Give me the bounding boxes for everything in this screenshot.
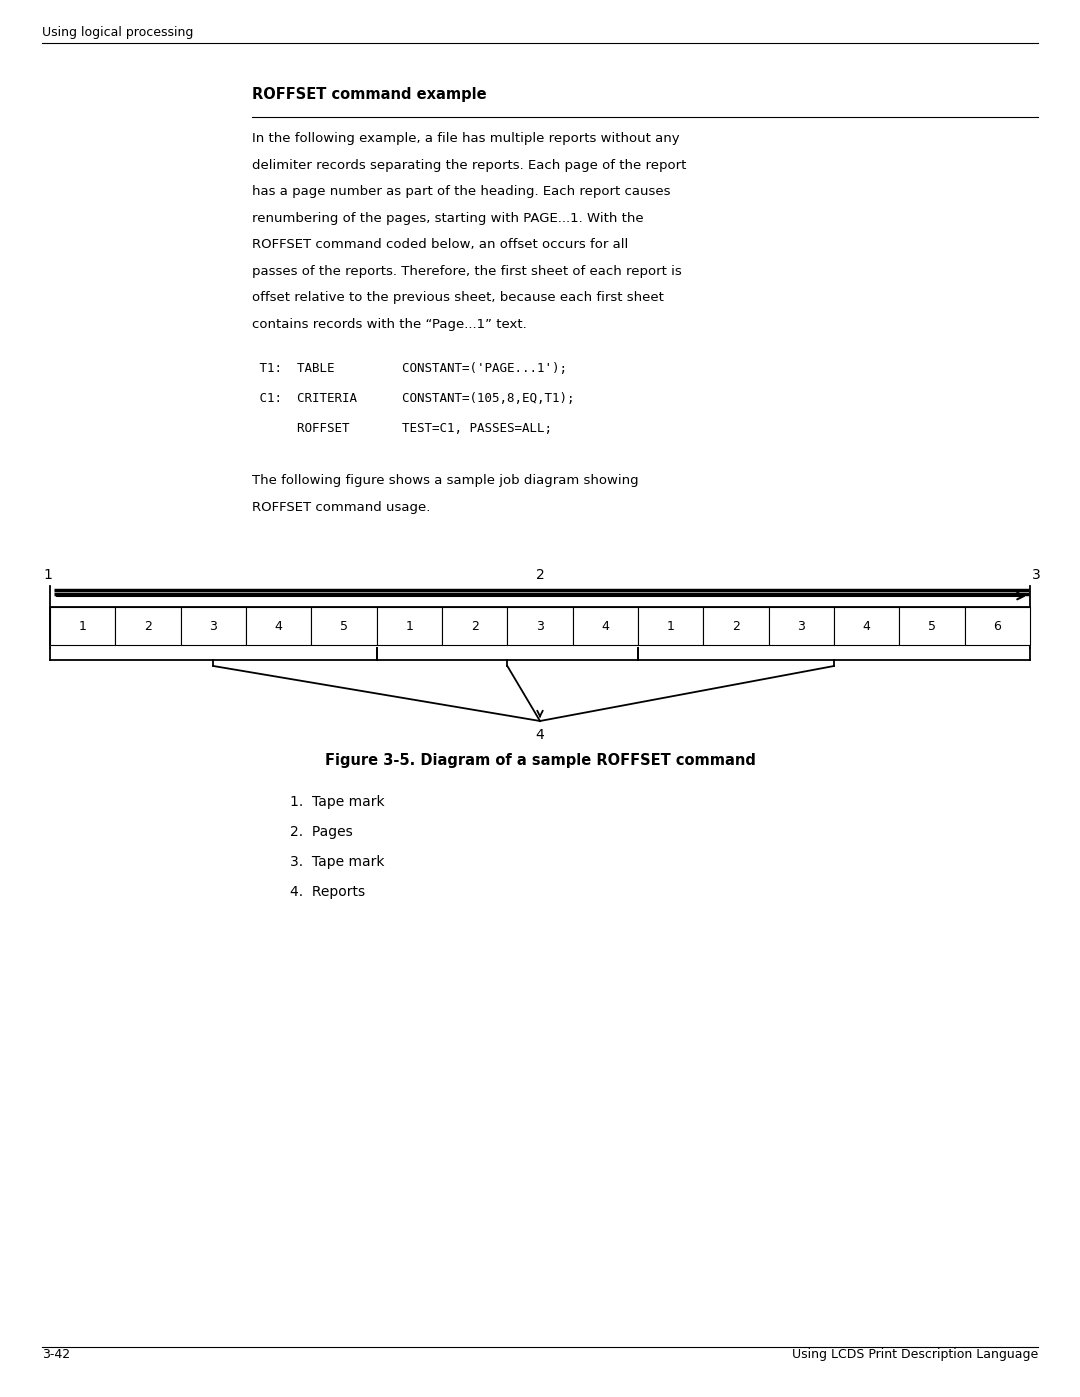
Bar [769,608,834,645]
Bar [246,608,311,645]
Text: Using LCDS Print Description Language: Using LCDS Print Description Language [792,1348,1038,1361]
Text: 3: 3 [797,619,806,633]
Bar [50,608,1030,645]
Text: Figure 3-5. Diagram of a sample ROFFSET command: Figure 3-5. Diagram of a sample ROFFSET … [325,753,755,768]
Bar [116,608,180,645]
Text: 2: 2 [144,619,152,633]
Text: 1: 1 [405,619,414,633]
Text: 4: 4 [274,619,283,633]
Text: C1:  CRITERIA      CONSTANT=(105,8,EQ,T1);: C1: CRITERIA CONSTANT=(105,8,EQ,T1); [252,393,575,405]
Text: 4.  Reports: 4. Reports [291,886,365,900]
Bar [834,608,900,645]
Text: ROFFSET       TEST=C1, PASSES=ALL;: ROFFSET TEST=C1, PASSES=ALL; [252,422,552,434]
Bar [377,608,442,645]
Text: In the following example, a file has multiple reports without any: In the following example, a file has mul… [252,131,679,145]
Bar [703,608,769,645]
Bar [50,608,116,645]
Text: contains records with the “Page...1” text.: contains records with the “Page...1” tex… [252,317,527,331]
Bar [572,608,638,645]
Text: renumbering of the pages, starting with PAGE...1. With the: renumbering of the pages, starting with … [252,211,644,225]
Text: 3-42: 3-42 [42,1348,70,1361]
Text: 3: 3 [1031,569,1040,583]
Text: 1: 1 [666,619,675,633]
Text: 1.  Tape mark: 1. Tape mark [291,795,384,809]
Text: 3.  Tape mark: 3. Tape mark [291,855,384,869]
Text: passes of the reports. Therefore, the first sheet of each report is: passes of the reports. Therefore, the fi… [252,264,681,278]
Text: 3: 3 [210,619,217,633]
Text: The following figure shows a sample job diagram showing: The following figure shows a sample job … [252,474,638,488]
Text: ROFFSET command coded below, an offset occurs for all: ROFFSET command coded below, an offset o… [252,237,629,251]
Bar [964,608,1030,645]
Text: 2: 2 [536,569,544,583]
Text: 2: 2 [471,619,478,633]
Bar [900,608,964,645]
Bar [180,608,246,645]
Text: 4: 4 [602,619,609,633]
Text: 6: 6 [994,619,1001,633]
Text: offset relative to the previous sheet, because each first sheet: offset relative to the previous sheet, b… [252,291,664,305]
Text: 5: 5 [928,619,936,633]
Bar [442,608,508,645]
Text: 2.  Pages: 2. Pages [291,826,353,840]
Text: Using logical processing: Using logical processing [42,27,193,39]
Text: T1:  TABLE         CONSTANT=('PAGE...1');: T1: TABLE CONSTANT=('PAGE...1'); [252,362,567,374]
Bar [508,608,572,645]
Text: 4: 4 [536,728,544,742]
Bar [638,608,703,645]
Text: 4: 4 [863,619,870,633]
Text: delimiter records separating the reports. Each page of the report: delimiter records separating the reports… [252,158,687,172]
Text: 3: 3 [536,619,544,633]
Text: ROFFSET command usage.: ROFFSET command usage. [252,500,430,514]
Text: 2: 2 [732,619,740,633]
Text: 1: 1 [43,569,53,583]
Text: ROFFSET command example: ROFFSET command example [252,87,487,102]
Text: 5: 5 [340,619,348,633]
Bar [311,608,377,645]
Text: 1: 1 [79,619,86,633]
Text: has a page number as part of the heading. Each report causes: has a page number as part of the heading… [252,184,671,198]
